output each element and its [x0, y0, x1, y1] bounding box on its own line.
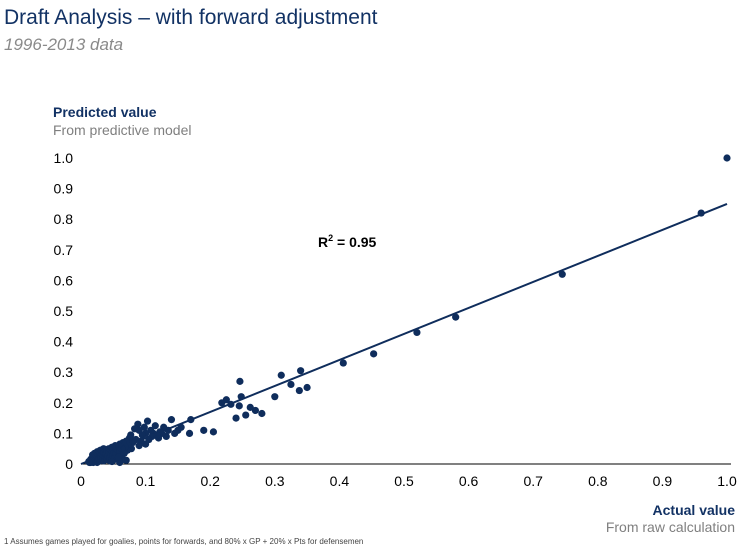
data-point	[218, 399, 226, 407]
data-point	[558, 270, 566, 278]
data-point	[297, 367, 305, 375]
y-tick-label: 0.1	[54, 425, 74, 441]
data-point	[236, 377, 244, 385]
data-point	[135, 442, 143, 450]
y-tick-label: 0.2	[54, 395, 74, 411]
data-point	[277, 371, 285, 379]
y-tick-label: 0	[65, 456, 73, 472]
footnote: 1 Assumes games played for goalies, poin…	[4, 537, 364, 546]
chart-subtitle: 1996-2013 data	[4, 35, 124, 54]
data-point	[258, 409, 266, 418]
data-point	[723, 154, 731, 162]
x-tick-label: 0.8	[588, 473, 608, 489]
data-point	[209, 428, 218, 436]
x-tick-label: 0.6	[459, 473, 479, 489]
r-squared-annotation: R2 = 0.95	[318, 233, 377, 250]
y-tick-label: 0.3	[54, 364, 74, 380]
data-point	[339, 359, 347, 367]
data-point	[271, 393, 279, 401]
data-point	[171, 429, 179, 437]
data-point	[187, 416, 195, 424]
data-point	[370, 350, 378, 358]
data-point	[697, 209, 705, 217]
data-point	[232, 414, 240, 422]
data-point	[85, 457, 93, 466]
y-axis-title: Predicted value	[53, 104, 157, 120]
y-tick-label: 0.8	[54, 211, 74, 227]
y-axis-subtitle: From predictive model	[53, 122, 192, 138]
x-tick-label: 0.3	[265, 473, 285, 489]
data-point	[237, 393, 245, 401]
x-tick-label: 0.7	[523, 473, 543, 489]
data-point	[185, 429, 194, 437]
y-tick-label: 0.7	[54, 242, 74, 258]
data-point	[108, 457, 116, 466]
x-tick-label: 1.0	[717, 473, 737, 489]
data-point	[295, 386, 303, 395]
fit-line-group	[80, 202, 728, 465]
data-point	[452, 313, 460, 321]
data-point	[303, 383, 311, 392]
x-axis-title: Actual value	[652, 502, 735, 518]
x-axis-subtitle: From raw calculation	[605, 519, 735, 535]
chart-title: Draft Analysis – with forward adjustment	[4, 6, 378, 29]
y-tick-label: 0.5	[54, 303, 74, 319]
data-point	[235, 402, 243, 410]
x-tick-label: 0.9	[653, 473, 673, 489]
data-point	[413, 328, 421, 337]
data-point	[287, 380, 295, 389]
x-tick-label: 0.4	[330, 473, 350, 489]
data-point	[246, 403, 254, 411]
fit-line	[80, 202, 728, 465]
y-tick-label: 0.6	[54, 272, 74, 288]
data-point	[167, 416, 176, 424]
data-point	[114, 453, 123, 461]
data-point	[200, 426, 208, 434]
data-point	[242, 411, 250, 419]
data-point	[143, 417, 152, 425]
data-point	[131, 425, 139, 433]
data-point	[122, 456, 130, 464]
data-point	[227, 400, 235, 408]
x-tick-label: 0.1	[136, 473, 156, 489]
x-tick-label: 0.5	[394, 473, 414, 489]
data-point	[151, 422, 159, 430]
y-tick-label: 0.4	[54, 334, 74, 350]
y-tick-label: 1.0	[54, 150, 74, 166]
tick-labels: 0 0.1 0.2 0.3 0.4 0.5 0.6 0.7 0.8 0.9 1.0 0 0.1 0.2 0.…	[54, 150, 737, 489]
x-tick-label: 0.2	[200, 473, 220, 489]
y-tick-label: 0.9	[54, 181, 74, 197]
data-points	[85, 154, 731, 467]
x-tick-label: 0	[77, 473, 85, 489]
